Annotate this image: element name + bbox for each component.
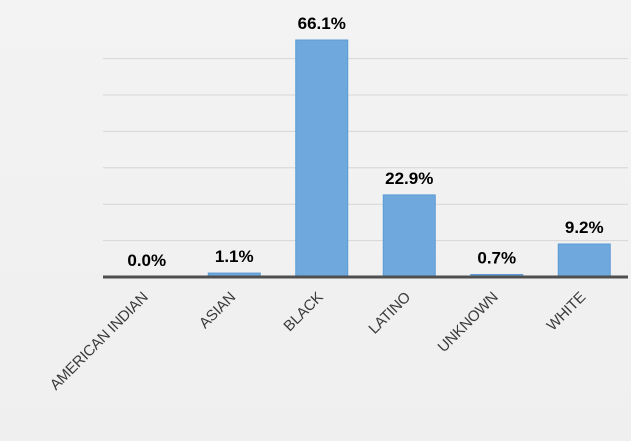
bar-black — [295, 39, 349, 278]
data-label-black: 66.1% — [298, 14, 346, 33]
x-tick-labels: AMERICAN INDIAN ASIAN BLACK LATINO UNKNOWN WH… — [47, 289, 589, 394]
tick-label-american-indian: AMERICAN INDIAN — [47, 289, 152, 394]
data-label-latino: 22.9% — [385, 169, 433, 188]
tick-label-unknown: UNKNOWN — [435, 289, 502, 356]
data-label-white: 9.2% — [565, 218, 604, 237]
data-label-unknown: 0.7% — [477, 248, 516, 267]
bar-latino — [382, 194, 436, 278]
bar-white — [557, 243, 611, 278]
data-label-asian: 1.1% — [215, 247, 254, 266]
tick-label-black: BLACK — [280, 289, 326, 335]
data-label-american-indian: 0.0% — [127, 251, 166, 270]
tick-label-asian: ASIAN — [196, 289, 239, 332]
tick-label-white: WHITE — [544, 289, 590, 335]
bars — [207, 39, 611, 278]
data-labels: 0.0% 1.1% 66.1% 22.9% 0.7% 9.2% — [127, 14, 603, 270]
tick-label-latino: LATINO — [365, 289, 414, 338]
gridlines — [103, 58, 628, 242]
